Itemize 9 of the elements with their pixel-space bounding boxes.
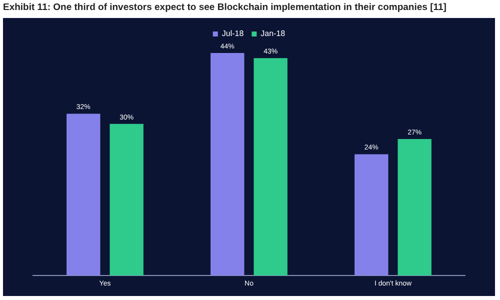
- bar: [354, 154, 388, 276]
- bar: [66, 114, 100, 276]
- bar: [210, 53, 244, 276]
- bar: [254, 58, 288, 276]
- bar: [398, 139, 432, 276]
- legend-label: Jan-18: [260, 29, 286, 38]
- chart-title: Exhibit 11: One third of investors expect to see Blockchain implementation in their companies [11]: [3, 2, 448, 13]
- bar: [110, 124, 144, 276]
- legend-label: Jul-18: [222, 29, 244, 38]
